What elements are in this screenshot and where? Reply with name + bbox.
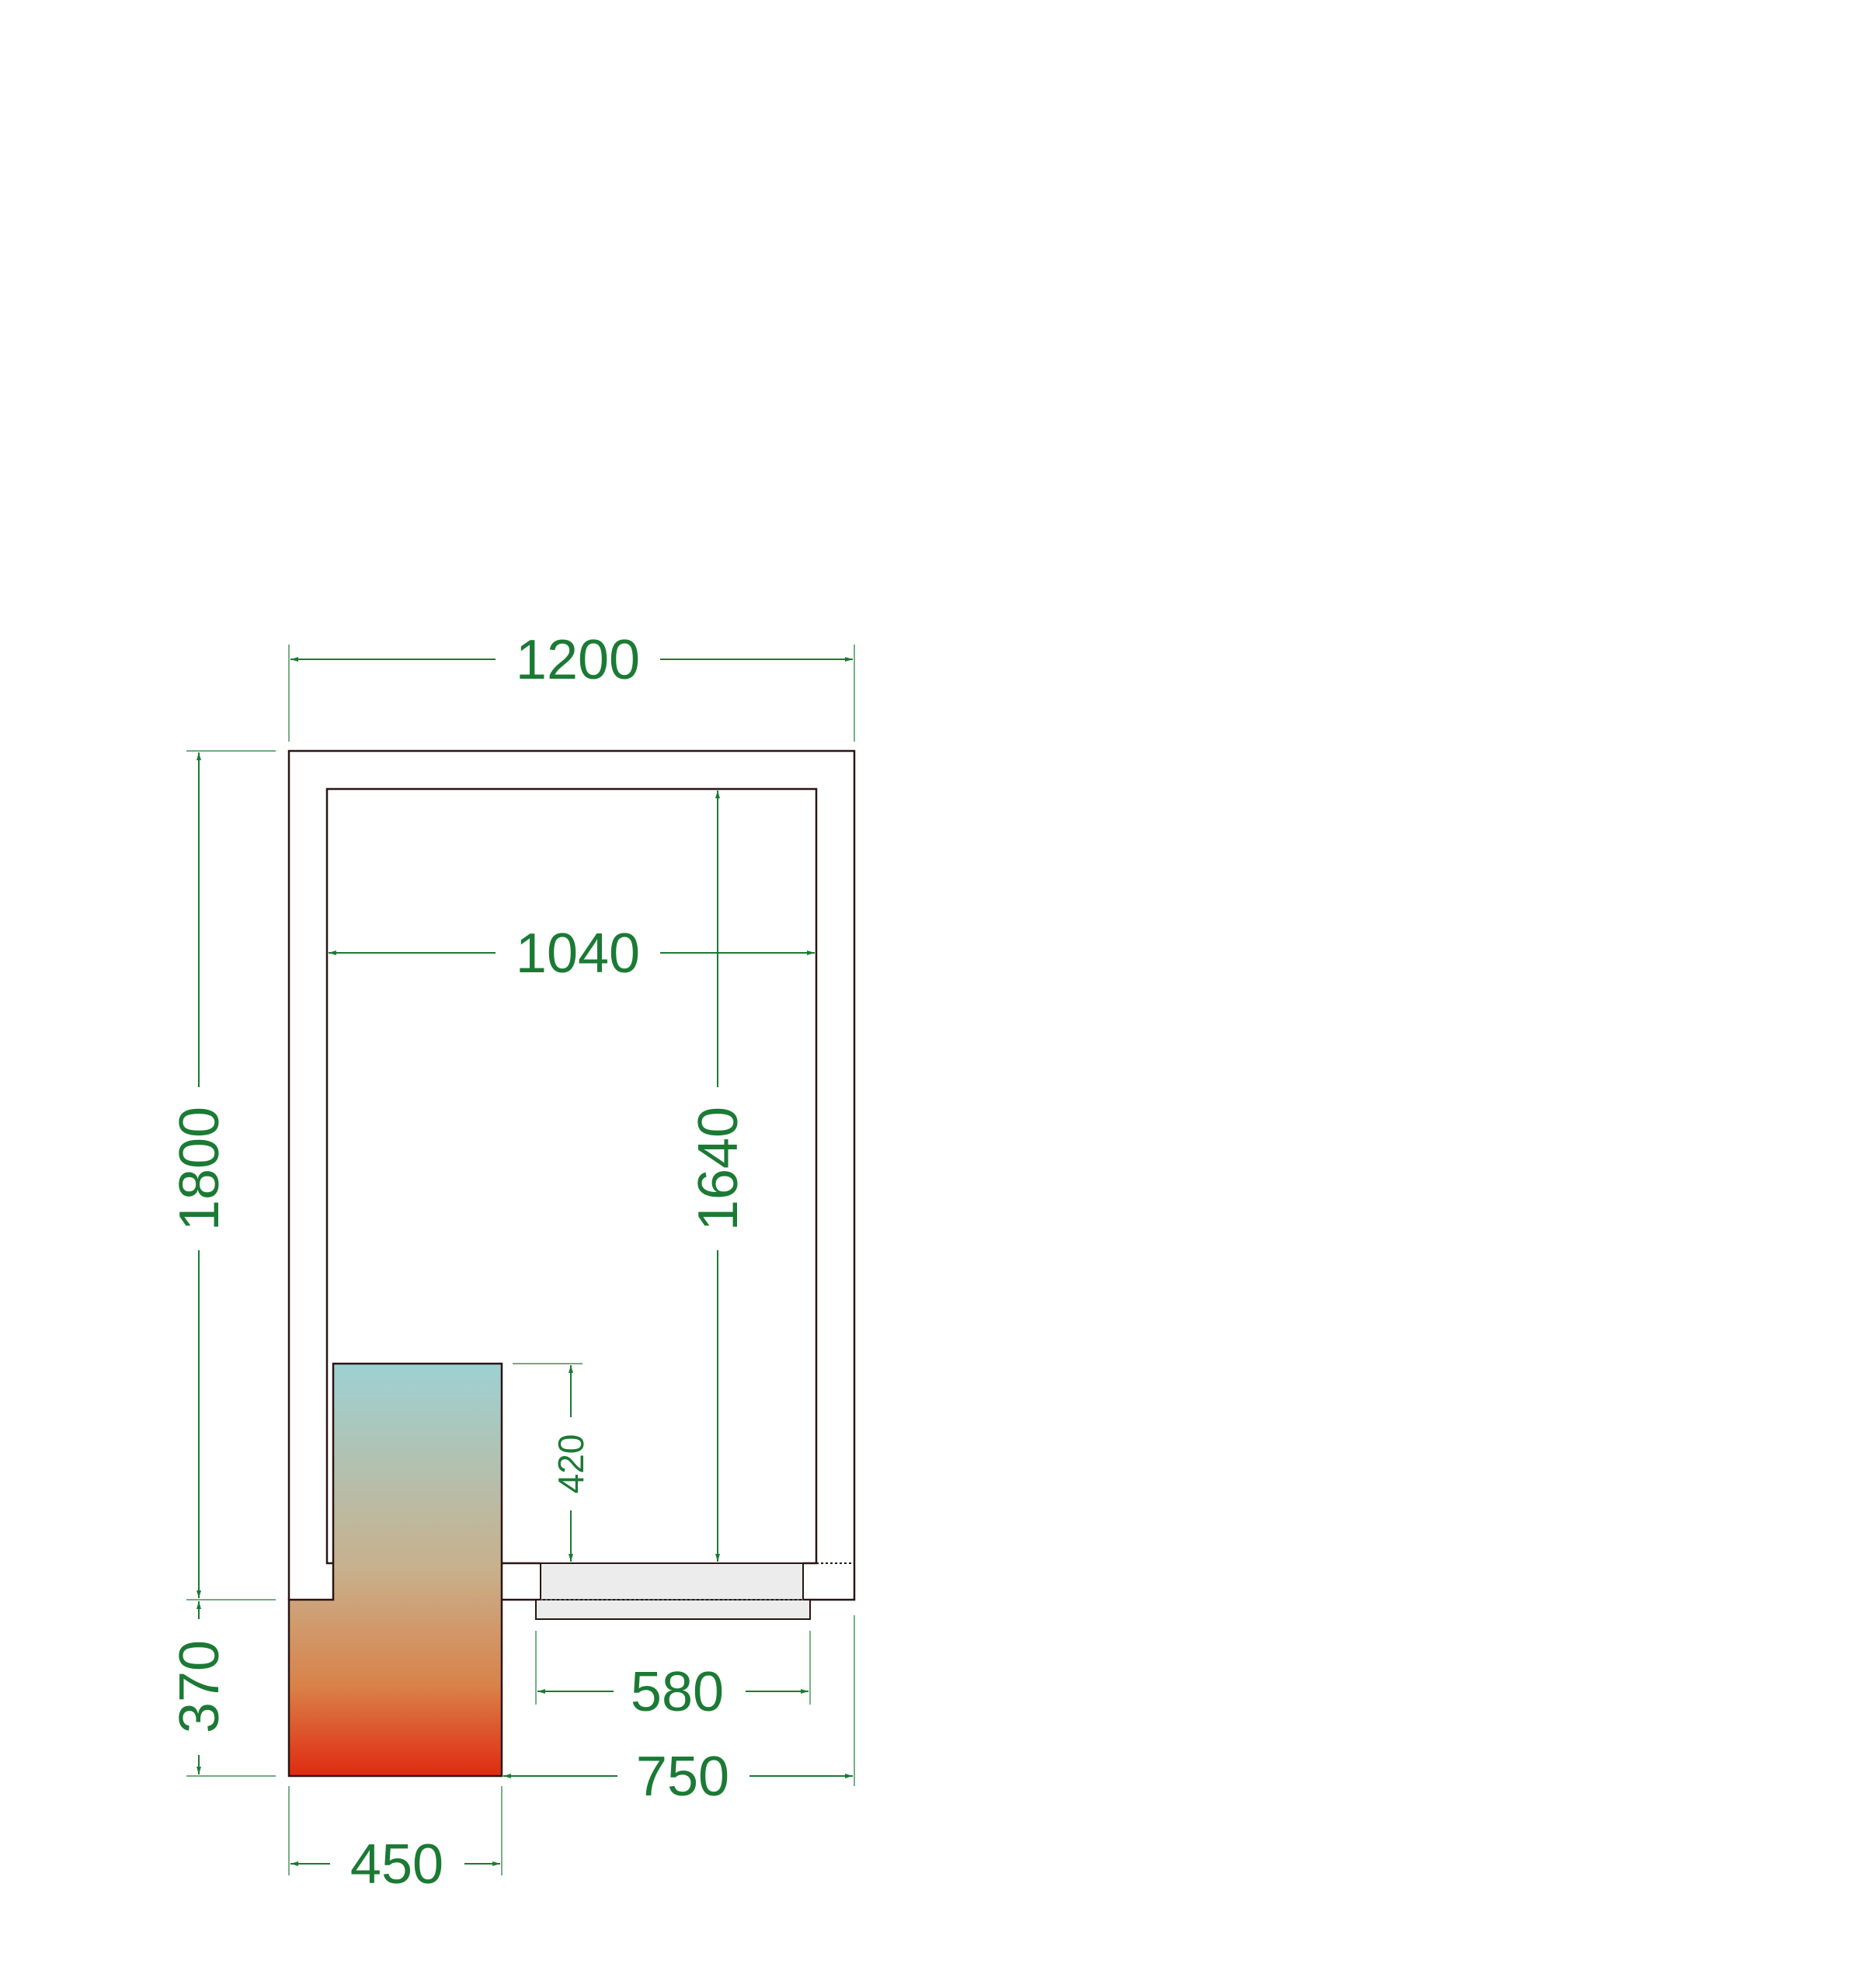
dimension-label: 450 <box>350 1833 443 1896</box>
dimension-inner-width: 1040 <box>329 923 815 985</box>
inner-wall <box>325 787 818 1565</box>
dimension-label: 1200 <box>516 629 640 691</box>
room-walls <box>287 749 856 1601</box>
dimension-label: 1640 <box>687 1107 749 1231</box>
dimension-right-offset: 750 <box>503 1746 853 1808</box>
door-frame <box>540 1562 804 1600</box>
dimension-label: 1040 <box>516 923 640 985</box>
dimension-door-width: 580 <box>537 1661 809 1723</box>
extension-lines <box>186 645 855 1875</box>
refrigeration-unit <box>287 1362 503 1778</box>
dimension-label: 420 <box>551 1434 591 1494</box>
dimension-inner-depth: 1640 <box>687 791 749 1562</box>
dimension-label: 370 <box>169 1640 231 1733</box>
door <box>535 1562 811 1620</box>
dimension-unit-protrusion: 370 <box>169 1601 231 1774</box>
dimension-unit-width: 450 <box>290 1833 500 1896</box>
dimension-outer-depth: 1800 <box>169 752 231 1598</box>
outer-wall <box>287 749 856 1601</box>
door-leaf <box>535 1599 811 1620</box>
dimension-outer-width: 1200 <box>290 629 853 691</box>
dimension-label: 1800 <box>169 1107 231 1231</box>
dimension-label: 750 <box>636 1746 729 1808</box>
dimension-label: 580 <box>631 1661 724 1723</box>
dimension-unit-height: 420 <box>551 1365 591 1562</box>
